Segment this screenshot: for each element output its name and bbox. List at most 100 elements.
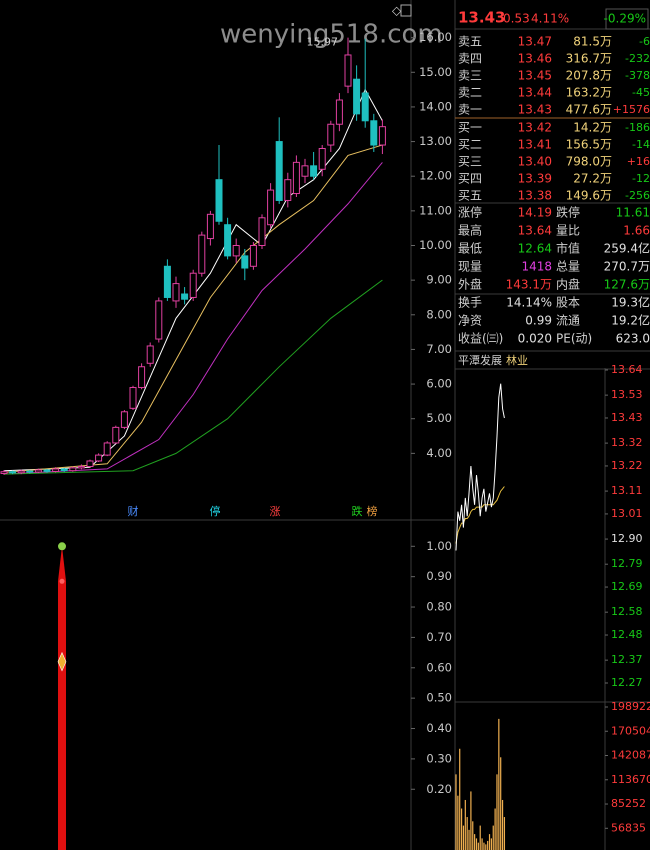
book-change: -12 <box>632 172 650 185</box>
volume-bar <box>492 825 494 850</box>
moving-average <box>3 162 383 475</box>
watermark: wenying518.com <box>220 20 443 50</box>
volume-tick-label: 56835 <box>611 821 646 834</box>
candle-body <box>120 411 128 428</box>
signal-bar <box>58 546 66 850</box>
y-tick-label: 14.00 <box>419 99 452 113</box>
volume-bar <box>455 774 457 850</box>
book-price: 13.44 <box>518 86 552 100</box>
candle-body <box>155 300 163 340</box>
y-tick-label: 6.00 <box>426 377 452 391</box>
book-price: 13.43 <box>518 103 552 117</box>
price-tick-label: 12.58 <box>611 605 643 618</box>
candle-body <box>103 442 111 456</box>
y-tick-label: 11.00 <box>419 203 452 217</box>
y-tick-label: 0.80 <box>426 600 452 614</box>
event-marker[interactable]: 榜 <box>367 504 378 518</box>
book-label: 卖一 <box>458 103 482 117</box>
candle-body <box>129 387 137 409</box>
price-tick-label: 12.69 <box>611 580 643 593</box>
candle-body <box>69 467 77 472</box>
book-price: 13.39 <box>518 172 552 186</box>
candle-body <box>52 468 60 472</box>
sector-name[interactable]: 林业 <box>506 353 528 367</box>
signal-chevron <box>57 651 67 672</box>
book-label: 卖二 <box>458 86 482 100</box>
book-volume: 14.2万 <box>573 121 612 135</box>
volume-bar <box>503 817 506 850</box>
icon-diamond[interactable]: ◇ <box>392 4 402 18</box>
book-label: 卖五 <box>458 35 482 49</box>
volume-tick-label: 170504 <box>611 724 650 737</box>
y-tick-label: 0.60 <box>426 660 452 674</box>
price-tick-label: 12.37 <box>611 653 643 666</box>
index-box <box>605 8 649 30</box>
volume-bar <box>483 842 485 850</box>
y-tick-label: 13.00 <box>419 134 452 148</box>
event-marker[interactable]: 财 <box>128 504 139 518</box>
book-label: 买一 <box>458 121 482 135</box>
book-volume: 81.5万 <box>573 35 612 49</box>
y-tick-label: 15.00 <box>419 65 452 79</box>
volume-tick-label: 198922 <box>611 700 650 713</box>
signal-icon <box>58 542 66 551</box>
event-marker[interactable]: 涨 <box>270 505 281 518</box>
y-tick-label: 9.00 <box>426 273 452 287</box>
icon-window[interactable] <box>400 4 412 17</box>
volume-bar <box>500 757 502 850</box>
book-volume: 156.5万 <box>566 138 612 152</box>
volume-bar <box>464 799 466 850</box>
price-tick-label: 13.22 <box>611 459 643 472</box>
candle-body <box>378 126 386 146</box>
stat-value: 11.61 <box>616 206 650 220</box>
book-change: -45 <box>632 86 650 99</box>
volume-bar <box>487 840 489 850</box>
stat-value: 12.64 <box>518 242 552 256</box>
stat-label: 现量 <box>458 260 482 274</box>
price-tick-label: 13.32 <box>611 436 643 449</box>
book-change: -232 <box>625 52 650 65</box>
y-tick-label: 10.00 <box>419 238 452 252</box>
book-label: 买五 <box>458 189 482 203</box>
volume-bar <box>468 829 470 850</box>
book-change: -256 <box>625 189 650 202</box>
stat-label: 收益(㈢) <box>458 332 503 346</box>
volume-bar <box>479 825 481 850</box>
book-price: 13.46 <box>518 52 552 66</box>
book-change: -378 <box>625 69 650 82</box>
stat-label: 股本 <box>556 296 580 310</box>
y-tick-label: 8.00 <box>426 307 452 321</box>
volume-bar <box>457 795 459 850</box>
price-tick-label: 13.53 <box>611 388 643 401</box>
volume-bar <box>472 821 474 850</box>
stat-label: 涨停 <box>458 205 482 220</box>
book-volume: 149.6万 <box>566 189 612 203</box>
stat-label: 最低 <box>458 242 482 256</box>
volume-bar <box>498 718 500 850</box>
volume-bar <box>485 844 487 850</box>
candle-body <box>26 470 34 473</box>
stat-value: 270.7万 <box>604 260 650 274</box>
stat-value: 1.66 <box>623 224 650 238</box>
signal-dot <box>59 578 65 584</box>
candle-body <box>241 255 249 269</box>
volume-bar <box>494 808 496 850</box>
book-label: 买四 <box>458 172 482 186</box>
candle-body <box>370 120 378 146</box>
volume-bar <box>459 748 461 850</box>
candle-body <box>292 161 300 195</box>
stat-value: 19.2亿 <box>611 313 650 328</box>
candle-body <box>353 78 361 115</box>
y-tick-label: 5.00 <box>426 411 452 425</box>
book-label: 买二 <box>458 138 482 152</box>
book-volume: 798.0万 <box>566 155 612 169</box>
price-change-pct: 4.11% <box>531 12 569 26</box>
price-tick-label: 12.27 <box>611 676 643 689</box>
book-price: 13.38 <box>518 189 552 203</box>
event-marker[interactable]: 停 <box>210 504 221 518</box>
price-line <box>455 383 505 551</box>
stat-value: 14.14% <box>506 296 552 310</box>
event-marker[interactable]: 跌 <box>352 504 363 518</box>
stat-label: PE(动) <box>556 332 592 346</box>
